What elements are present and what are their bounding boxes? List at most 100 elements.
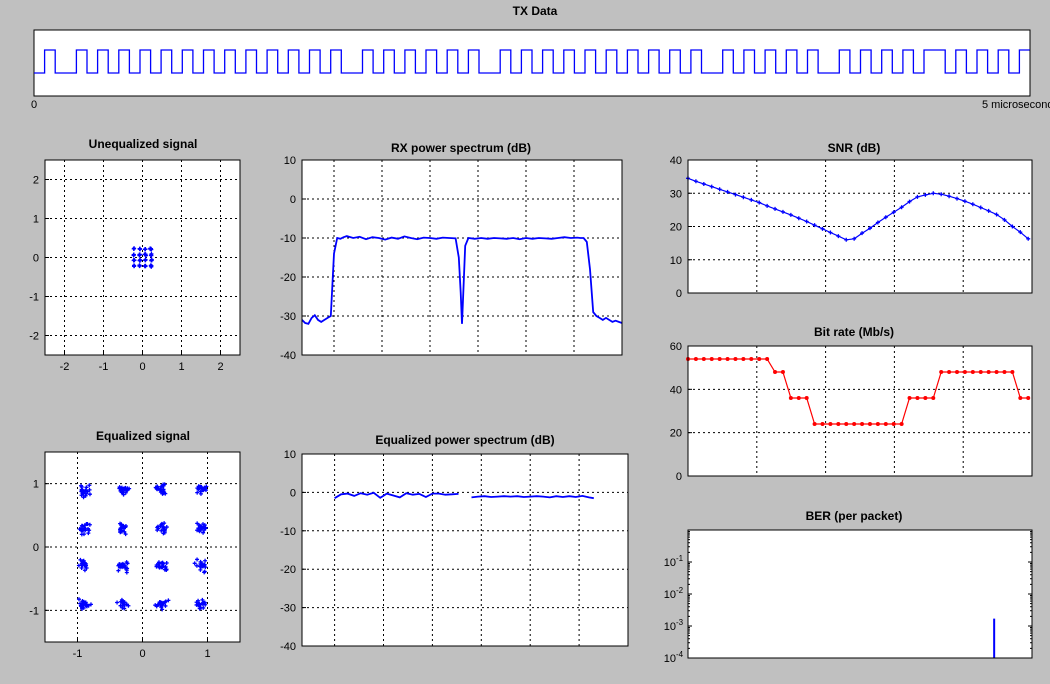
bitrate-point-38 [986, 370, 991, 374]
bitrate-point-34 [955, 370, 960, 374]
eq-point-42 [79, 566, 84, 571]
snr-point-7 [741, 195, 746, 200]
bitrate-point-42 [1018, 396, 1023, 400]
eqps-title: Equalized power spectrum (dB) [375, 433, 554, 447]
eq-point-350 [201, 488, 206, 493]
uneq-point-11 [131, 252, 136, 257]
bitrate-point-13 [788, 396, 793, 400]
eq-point-235 [162, 521, 167, 526]
snr-point-42 [1018, 230, 1023, 235]
snr-point-31 [931, 191, 936, 196]
snr-point-23 [867, 226, 872, 231]
uneq-xtick-label-3: 1 [178, 361, 184, 373]
eq-point-192 [154, 604, 159, 609]
snr-ytick-label-4: 0 [676, 288, 682, 300]
eq-point-261 [157, 487, 162, 492]
uneq-ytick-label-1: -1 [29, 292, 39, 304]
bitrate-point-28 [907, 396, 912, 400]
bitrate-point-40 [1002, 370, 1007, 374]
ber-axes-bg [688, 530, 1032, 658]
eq-point-343 [204, 484, 209, 489]
rxps-ytick-label-3: -20 [280, 272, 296, 284]
eq-point-104 [122, 602, 127, 607]
eq-point-23 [82, 568, 87, 573]
eq-point-16 [84, 602, 89, 607]
eq-point-85 [84, 485, 89, 490]
uneq-point-35 [142, 263, 147, 268]
eq-point-87 [81, 490, 86, 495]
bitrate-point-17 [820, 422, 825, 426]
rxps-ytick-label-1: 0 [290, 194, 296, 206]
bitrate-point-6 [733, 357, 738, 361]
uneq-ytick-label-2: 0 [33, 253, 39, 265]
eq-points [76, 482, 209, 612]
bitrate-ytick-label-2: 20 [670, 428, 682, 440]
bitrate-point-18 [828, 422, 833, 426]
tx-plot-area [33, 30, 1031, 96]
snr-point-43 [1026, 236, 1031, 241]
bitrate-point-5 [725, 357, 730, 361]
eq-point-64 [84, 522, 89, 527]
eq-xtick-label-1: 0 [139, 648, 145, 660]
eq-point-294 [202, 570, 207, 575]
eq-point-284 [196, 601, 201, 606]
uneq-point-27 [137, 252, 142, 257]
bitrate-ytick-label-1: 40 [670, 384, 682, 396]
snr-ytick-label-2: 20 [670, 222, 682, 234]
snr-point-24 [875, 220, 880, 225]
snr-point-34 [955, 196, 960, 201]
rxps-axes-frame [301, 159, 623, 356]
bitrate-point-10 [765, 357, 770, 361]
eq-point-172 [119, 485, 124, 490]
uneq-axes-bg [45, 160, 240, 355]
ber-ytick-exponent-2: -3 [676, 618, 684, 627]
bitrate-markers [686, 357, 1031, 426]
eq-point-141 [123, 532, 128, 537]
eq-point-109 [118, 603, 123, 608]
eq-xtick-label-2: 1 [204, 648, 210, 660]
bitrate-point-32 [939, 370, 944, 374]
bitrate-point-12 [780, 370, 785, 374]
uneq-axes-frame [44, 159, 241, 356]
bitrate-point-14 [796, 396, 801, 400]
rxps-ytick-label-4: -30 [280, 311, 296, 323]
eq-point-86 [87, 483, 92, 488]
eq-point-81 [79, 493, 84, 498]
snr-point-8 [749, 197, 754, 202]
eq-point-174 [117, 486, 122, 491]
eq-point-207 [164, 567, 169, 572]
bitrate-point-22 [860, 422, 865, 426]
bitrate-point-27 [899, 422, 904, 426]
uneq-point-31 [138, 247, 143, 252]
bitrate-ytick-label-3: 0 [676, 471, 682, 483]
snr-point-36 [970, 202, 975, 207]
uneq-xtick-label-1: -1 [99, 361, 109, 373]
tx-waveform [34, 49, 1030, 74]
eq-ytick-label-0: -1 [29, 605, 39, 617]
snr-point-13 [788, 212, 793, 217]
ber-title: BER (per packet) [806, 509, 903, 523]
eq-point-226 [159, 521, 164, 526]
eq-point-38 [81, 558, 86, 563]
snr-ytick-label-3: 10 [670, 255, 682, 267]
bitrate-point-4 [717, 357, 722, 361]
bitrate-point-39 [994, 370, 999, 374]
bitrate-point-15 [804, 396, 809, 400]
uneq-points [131, 246, 154, 269]
uneq-point-51 [149, 264, 154, 269]
eq-point-329 [203, 526, 208, 531]
uneq-title: Unequalized signal [89, 137, 198, 151]
eqps-ytick-label-0: 10 [284, 449, 296, 461]
uneq-point-23 [137, 258, 142, 263]
eq-grid [45, 452, 240, 642]
snr-point-38 [986, 208, 991, 213]
eq-point-219 [159, 565, 164, 570]
rxps-ytick-label-2: -10 [280, 233, 296, 245]
ber-ytick-label-0: 10 [664, 557, 676, 569]
eq-point-215 [156, 561, 161, 566]
snr-point-35 [962, 199, 967, 204]
eq-point-256 [160, 484, 165, 489]
eqps-series-line [334, 491, 594, 500]
eq-point-259 [162, 490, 167, 495]
bitrate-point-8 [749, 357, 754, 361]
